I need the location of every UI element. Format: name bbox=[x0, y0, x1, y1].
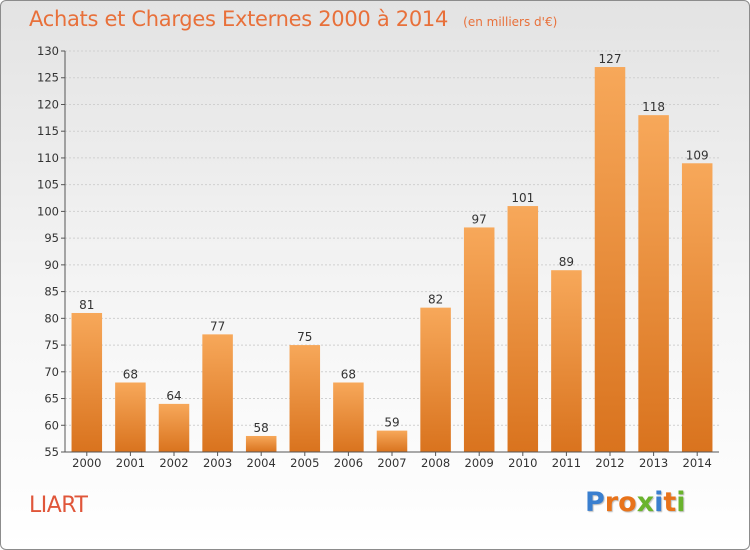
y-tick-label: 95 bbox=[44, 231, 59, 245]
y-tick-label: 70 bbox=[44, 365, 59, 379]
bar[interactable] bbox=[463, 227, 495, 452]
bar-value-label: 59 bbox=[384, 416, 399, 430]
logo-letter: i bbox=[654, 487, 664, 518]
bar-value-label: 81 bbox=[79, 298, 94, 312]
y-tick-label: 115 bbox=[37, 124, 59, 138]
bar-value-label: 77 bbox=[210, 319, 225, 333]
bar-value-label: 58 bbox=[254, 421, 269, 435]
bar[interactable] bbox=[202, 334, 233, 452]
bar[interactable] bbox=[71, 312, 103, 452]
y-tick-label: 120 bbox=[37, 97, 59, 111]
bar-value-label: 64 bbox=[166, 389, 181, 403]
x-tick-label: 2003 bbox=[203, 456, 232, 470]
y-tick-label: 130 bbox=[37, 44, 59, 58]
y-tick-label: 65 bbox=[44, 392, 59, 406]
y-tick-label: 80 bbox=[44, 311, 59, 325]
y-tick-label: 75 bbox=[44, 338, 59, 352]
bar[interactable] bbox=[551, 270, 582, 452]
bar[interactable] bbox=[594, 67, 626, 452]
bar-value-label: 68 bbox=[341, 367, 356, 381]
bars: 81 68 64 77 58 75 68 59 82 97 101 89 127 118 109 bbox=[71, 52, 713, 452]
x-tick-label: 2001 bbox=[116, 456, 145, 470]
chart-unit: (en milliers d'€) bbox=[463, 15, 558, 29]
logo-letter: r bbox=[604, 487, 619, 518]
bar[interactable] bbox=[115, 382, 146, 452]
bar[interactable] bbox=[681, 163, 713, 452]
x-tick-label: 2004 bbox=[247, 456, 276, 470]
bar[interactable] bbox=[245, 435, 277, 452]
bar[interactable] bbox=[507, 206, 539, 452]
x-tick-label: 2010 bbox=[508, 456, 537, 470]
logo-letter: t bbox=[663, 487, 677, 518]
x-tick-label: 2002 bbox=[159, 456, 188, 470]
bar-value-label: 101 bbox=[511, 191, 534, 205]
bar[interactable] bbox=[376, 430, 408, 452]
chart-title: Achats et Charges Externes 2000 à 2014 bbox=[29, 7, 449, 31]
title-block: Achats et Charges Externes 2000 à 2014 (… bbox=[29, 7, 557, 31]
x-tick-label: 2006 bbox=[334, 456, 363, 470]
logo-letter: i bbox=[676, 487, 686, 518]
x-tick-label: 2014 bbox=[683, 456, 712, 470]
x-tick-label: 2012 bbox=[595, 456, 624, 470]
axes: 55 60 65 70 75 80 85 90 95 100 105 110 115 120 125 130 2… bbox=[37, 44, 719, 470]
y-tick-label: 85 bbox=[44, 285, 59, 299]
y-tick-label: 90 bbox=[44, 258, 59, 272]
logo-letter: P bbox=[585, 487, 605, 518]
x-tick-label: 2008 bbox=[421, 456, 450, 470]
bar[interactable] bbox=[420, 307, 451, 452]
y-tick-label: 60 bbox=[44, 418, 59, 432]
bar-value-label: 109 bbox=[686, 148, 709, 162]
y-tick-label: 55 bbox=[44, 445, 59, 459]
bar[interactable] bbox=[158, 403, 190, 452]
y-tick-label: 110 bbox=[37, 151, 59, 165]
bar[interactable] bbox=[638, 115, 669, 452]
bar[interactable] bbox=[289, 345, 321, 452]
proxiti-logo[interactable]: Proxiti bbox=[585, 487, 686, 518]
y-tick-label: 125 bbox=[37, 71, 59, 85]
x-tick-label: 2013 bbox=[639, 456, 668, 470]
x-tick-label: 2011 bbox=[552, 456, 581, 470]
y-tick-label: 100 bbox=[37, 204, 59, 218]
bar-value-label: 75 bbox=[297, 330, 312, 344]
x-tick-label: 2007 bbox=[377, 456, 406, 470]
y-tick-label: 105 bbox=[37, 178, 59, 192]
bar[interactable] bbox=[333, 382, 364, 452]
logo-letter: x bbox=[636, 487, 655, 518]
commune-name: LIART bbox=[29, 493, 88, 518]
x-tick-label: 2005 bbox=[290, 456, 319, 470]
bar-value-label: 82 bbox=[428, 293, 443, 307]
bar-value-label: 118 bbox=[642, 100, 665, 114]
x-tick-label: 2009 bbox=[465, 456, 494, 470]
bar-value-label: 89 bbox=[559, 255, 574, 269]
logo-letter: o bbox=[618, 487, 637, 518]
bar-value-label: 97 bbox=[472, 212, 487, 226]
bar-value-label: 68 bbox=[123, 367, 138, 381]
bar-value-label: 127 bbox=[599, 52, 622, 66]
x-tick-label: 2000 bbox=[72, 456, 101, 470]
